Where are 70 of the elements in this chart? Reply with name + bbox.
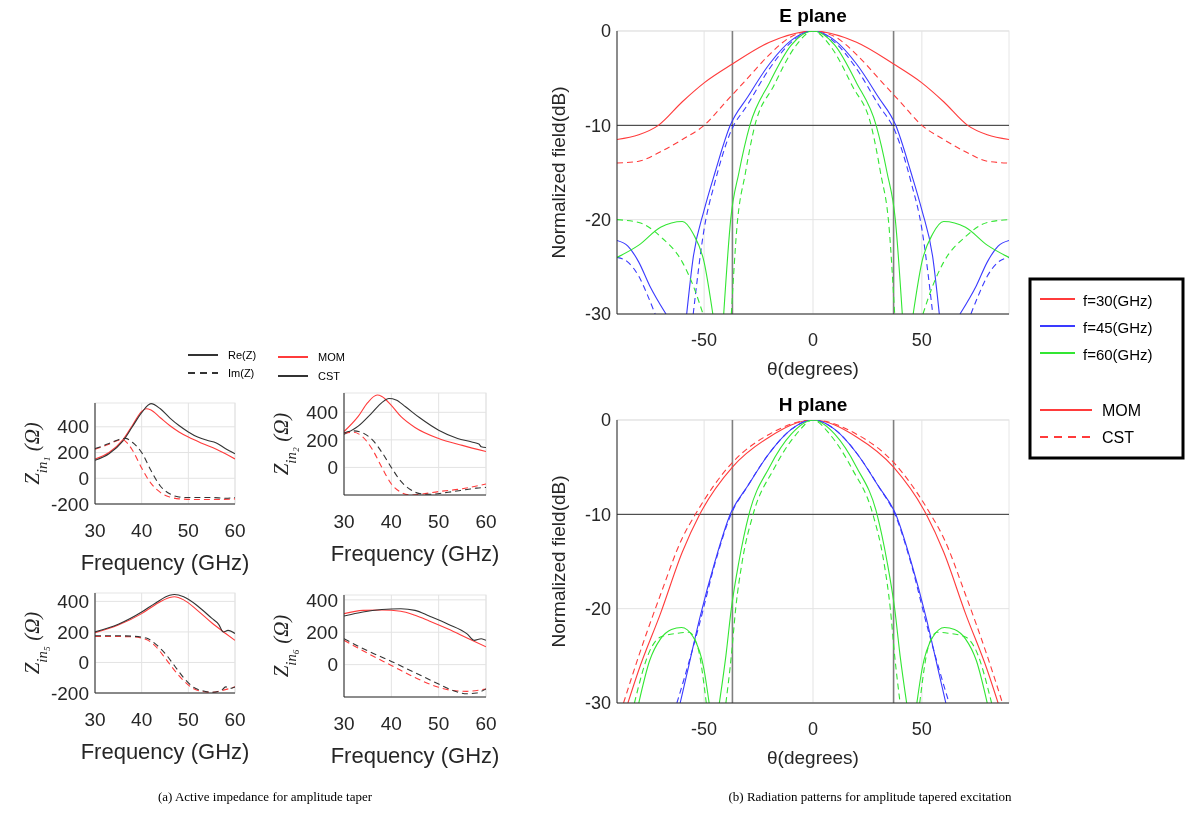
x-tick-label: 30 [333,713,355,734]
x-tick-label: 40 [380,511,402,532]
x-tick-label: 30 [84,520,106,541]
text: Re(Z) [228,348,257,361]
text: (b) Radiation patterns for amplitude tapered excitation [728,789,1012,804]
y-tick-label: 0 [78,652,89,674]
legend-label: f=30(GHz) [1083,291,1153,309]
x-axis-title: Frequency (GHz) [80,550,250,575]
y-tick-label: -10 [584,504,611,525]
y-tick-label: -200 [50,493,89,515]
text: CST [318,369,341,382]
x-tick-label: 0 [807,330,819,350]
x-tick-label: 50 [911,719,932,739]
legend-label: f=60(GHz) [1083,345,1153,363]
x-tick-label: 60 [475,713,497,734]
y-axis-title: Normalized field(dB) [548,86,569,259]
y-tick-label: -30 [584,693,611,714]
x-tick-label: 0 [807,719,819,739]
text: (a) Active impedance for amplitude taper [157,789,373,804]
y-tick-label: 0 [78,467,89,489]
y-tick-label: 0 [600,21,611,42]
y-tick-label: 400 [306,401,338,423]
y-tick-label: -200 [50,682,89,704]
line-series [344,608,486,641]
text: MOM [1102,401,1142,419]
y-tick-label: 200 [57,621,89,643]
text: Im(Z) [228,366,255,379]
y-tick-label: 400 [57,591,89,613]
line-series [344,609,486,648]
x-tick-label: 30 [84,709,106,730]
text: CST [1102,428,1135,446]
x-axis-title: Frequency (GHz) [330,541,500,566]
x-tick-label: 40 [380,713,402,734]
y-tick-label: 400 [57,416,89,438]
x-tick-label: 50 [911,330,932,350]
line-series [617,31,1009,164]
y-tick-label: 400 [306,589,338,611]
y-tick-label: -30 [584,304,611,325]
x-tick-label: -50 [691,330,718,350]
x-tick-label: 40 [131,709,153,730]
x-axis-title: Frequency (GHz) [330,743,500,768]
y-tick-label: -20 [584,598,611,619]
chart-title: E plane [779,5,847,26]
legend-label: f=45(GHz) [1083,318,1153,336]
y-tick-label: 200 [57,442,89,464]
y-tick-label: 0 [327,457,338,479]
text: MOM [318,350,345,363]
x-axis-title: θ(degrees) [767,358,859,379]
x-tick-label: 50 [177,709,199,730]
x-tick-label: 40 [131,520,153,541]
x-tick-label: 60 [224,520,246,541]
y-tick-label: 0 [600,410,611,431]
line-series [95,596,235,641]
x-tick-label: 30 [333,511,355,532]
y-tick-label: 200 [306,429,338,451]
y-tick-label: -20 [584,209,611,230]
x-axis-title: Frequency (GHz) [80,739,250,764]
y-tick-label: 200 [306,621,338,643]
x-axis-title: θ(degrees) [767,747,859,768]
chart-title: H plane [778,394,848,415]
x-tick-label: 50 [177,520,199,541]
x-tick-label: 50 [428,511,450,532]
y-axis-title: Normalized field(dB) [548,475,569,648]
line-series [95,593,235,635]
x-tick-label: -50 [691,719,718,739]
x-tick-label: 50 [428,713,450,734]
x-tick-label: 60 [475,511,497,532]
y-tick-label: -10 [584,115,611,136]
x-tick-label: 60 [224,709,246,730]
y-tick-label: 0 [327,654,338,676]
